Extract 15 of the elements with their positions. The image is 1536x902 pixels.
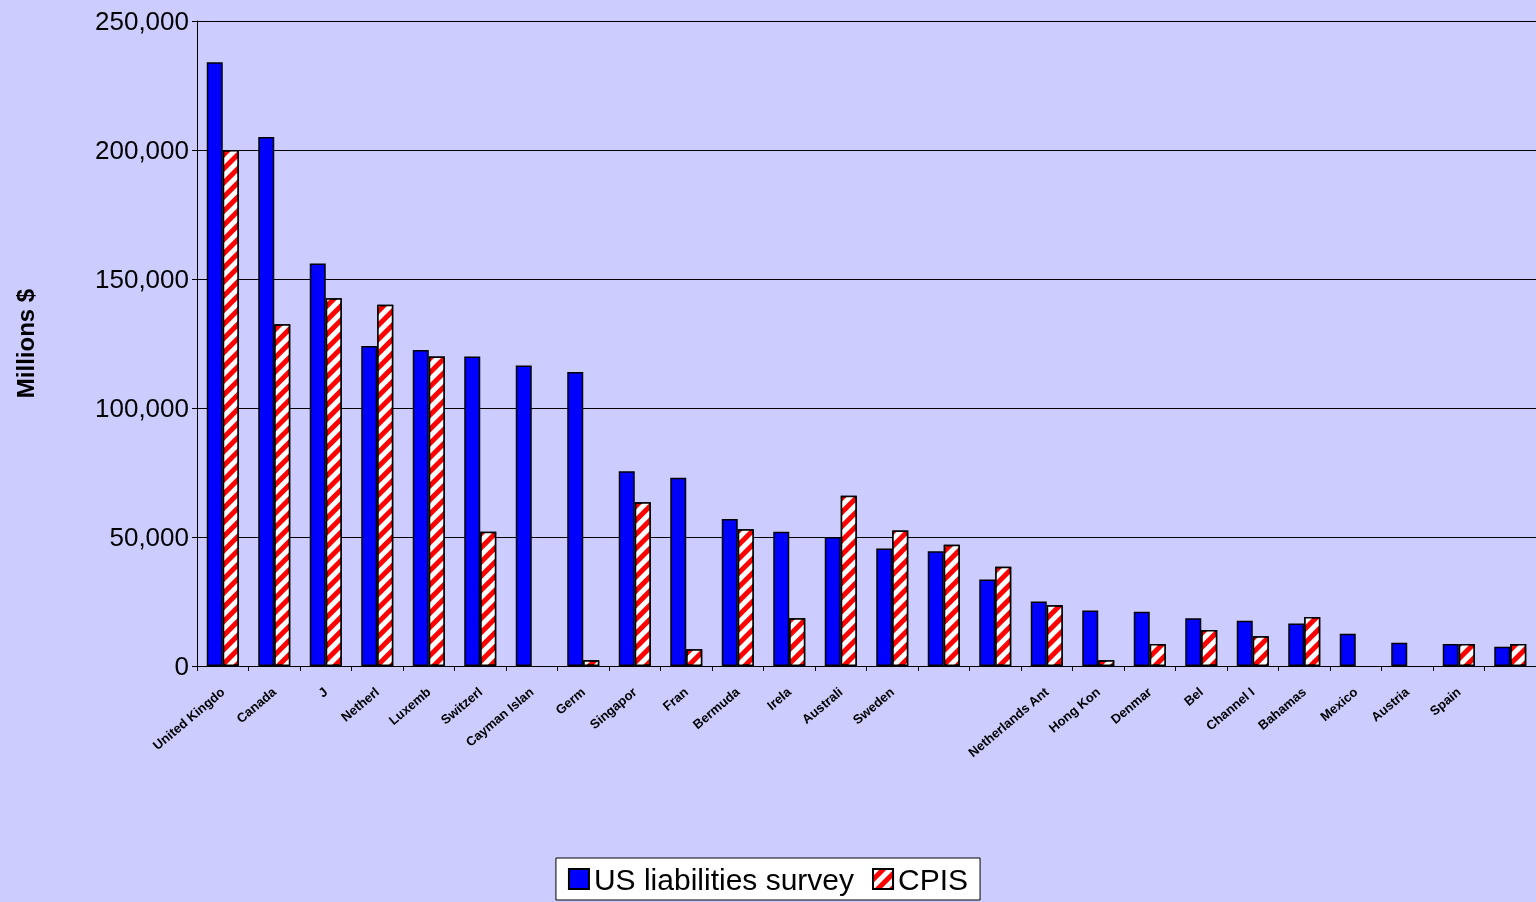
x-tick-label: Irela xyxy=(763,683,795,713)
y-tick-label: 50,000 xyxy=(109,522,189,552)
y-tick-label: 250,000 xyxy=(95,6,189,36)
x-tick-label: Bel xyxy=(1180,684,1207,709)
legend-label: US liabilities survey xyxy=(593,862,855,896)
y-tick-label: 100,000 xyxy=(95,393,189,423)
x-tick-label: J xyxy=(315,684,331,701)
y-tick-label: 150,000 xyxy=(95,264,189,294)
y-tick-label: 200,000 xyxy=(95,135,189,165)
x-tick-label: Fran xyxy=(659,684,692,714)
bar xyxy=(1391,642,1408,666)
y-tick-label: 0 xyxy=(174,651,189,681)
bar xyxy=(1339,633,1356,666)
y-axis-title: Millions $ xyxy=(11,288,39,399)
legend-label: CPIS xyxy=(898,862,969,896)
